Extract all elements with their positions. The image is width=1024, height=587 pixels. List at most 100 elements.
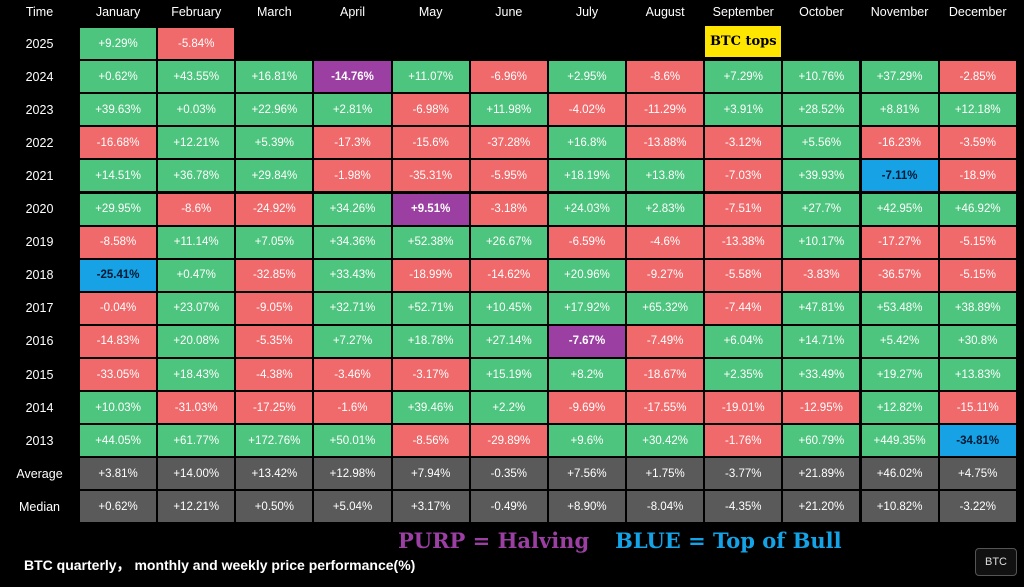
- table-cell: +14.51%: [79, 159, 158, 193]
- table-cell: -32.85%: [235, 258, 314, 292]
- year-label: 2017: [25, 301, 54, 316]
- table-cell: -33.05%: [79, 358, 158, 392]
- table-cell: -17.55%: [626, 391, 705, 425]
- table-cell: -1.98%: [313, 159, 392, 193]
- summary-cell: +8.90%: [547, 490, 627, 524]
- table-cell: +7.05%: [235, 225, 314, 259]
- table-cell: -8.6%: [626, 60, 705, 94]
- month-header: February: [171, 5, 222, 19]
- table-cell: +16.81%: [235, 60, 314, 94]
- table-cell: +44.05%: [79, 424, 158, 458]
- table-cell: -1.6%: [313, 391, 392, 425]
- table-cell: +34.36%: [313, 225, 392, 259]
- table-cell: +0.03%: [157, 93, 236, 127]
- legend-halving: PURP = Halving: [398, 528, 590, 553]
- summary-cell: -3.77%: [704, 457, 783, 491]
- table-cell: -5.58%: [704, 258, 783, 292]
- table-cell: +10.03%: [79, 391, 158, 425]
- summary-cell: +1.75%: [626, 457, 705, 491]
- table-cell: +0.62%: [79, 60, 158, 94]
- table-cell: +52.38%: [391, 225, 470, 259]
- year-label: 2014: [25, 400, 54, 415]
- year-label: 2018: [25, 268, 54, 283]
- table-cell: -8.56%: [391, 424, 470, 458]
- table-cell: +47.81%: [782, 291, 861, 325]
- table-cell: -3.12%: [704, 126, 783, 160]
- summary-cell: +10.82%: [860, 490, 939, 524]
- table-cell: +3.91%: [704, 93, 783, 127]
- table-cell: -17.25%: [235, 391, 314, 425]
- table-cell: +12.82%: [860, 391, 939, 425]
- table-cell: +52.71%: [391, 291, 470, 325]
- table-cell: +8.2%: [547, 358, 627, 392]
- table-cell: +39.93%: [782, 159, 861, 193]
- summary-cell: +7.94%: [391, 457, 470, 491]
- table-cell: +6.04%: [704, 324, 783, 358]
- table-cell: -0.04%: [79, 291, 158, 325]
- month-header: June: [495, 5, 523, 19]
- btc-badge[interactable]: BTC: [975, 548, 1017, 576]
- table-cell: -3.17%: [391, 358, 470, 392]
- summary-cell: +0.62%: [79, 490, 158, 524]
- table-cell: -15.6%: [391, 126, 470, 160]
- table-cell: +12.18%: [938, 93, 1017, 127]
- table-cell: +5.39%: [235, 126, 314, 160]
- table-cell: +33.43%: [313, 258, 392, 292]
- table-cell: +172.76%: [235, 424, 314, 458]
- table-cell: +43.55%: [157, 60, 236, 94]
- table-cell: +2.95%: [547, 60, 627, 94]
- table-cell: -5.15%: [938, 225, 1017, 259]
- year-label: 2020: [25, 202, 54, 217]
- summary-cell: +14.00%: [157, 457, 236, 491]
- table-cell: +19.27%: [860, 358, 939, 392]
- table-cell: +0.47%: [157, 258, 236, 292]
- summary-cell: -4.35%: [704, 490, 783, 524]
- table-cell: -7.11%: [860, 159, 939, 193]
- table-cell: -7.44%: [704, 291, 783, 325]
- table-cell: +15.19%: [469, 358, 548, 392]
- table-cell: -18.67%: [626, 358, 705, 392]
- table-cell: -6.59%: [547, 225, 627, 259]
- month-header: November: [870, 5, 929, 19]
- legend: PURP = Halving BLUE = Top of Bull: [398, 528, 842, 553]
- table-cell: +30.42%: [626, 424, 705, 458]
- table-cell: +42.95%: [860, 192, 939, 226]
- month-header: April: [340, 5, 366, 19]
- table-cell: -2.85%: [938, 60, 1017, 94]
- summary-cell: +46.02%: [860, 457, 939, 491]
- table-cell: -11.29%: [626, 93, 705, 127]
- table-cell: +38.89%: [938, 291, 1017, 325]
- summary-cell: +3.81%: [79, 457, 158, 491]
- table-cell: -14.83%: [79, 324, 158, 358]
- table-cell: +32.71%: [313, 291, 392, 325]
- table-cell: +33.49%: [782, 358, 861, 392]
- summary-cell: +4.75%: [938, 457, 1017, 491]
- table-cell: +5.56%: [782, 126, 861, 160]
- summary-label: Average: [16, 466, 63, 481]
- table-cell: -7.51%: [704, 192, 783, 226]
- table-cell: +9.6%: [547, 424, 627, 458]
- table-cell: +449.35%: [860, 424, 939, 458]
- month-header: May: [418, 5, 443, 19]
- summary-cell: +12.98%: [313, 457, 392, 491]
- year-label: 2022: [25, 135, 54, 150]
- table-cell: +61.77%: [157, 424, 236, 458]
- month-header: December: [948, 5, 1007, 19]
- table-cell: +13.8%: [626, 159, 705, 193]
- table-cell: +65.32%: [626, 291, 705, 325]
- table-cell: +18.19%: [547, 159, 627, 193]
- year-label: 2025: [25, 36, 54, 51]
- table-cell: +7.29%: [704, 60, 783, 94]
- table-cell: +20.96%: [547, 258, 627, 292]
- table-cell: -6.96%: [469, 60, 548, 94]
- table-cell: +36.78%: [157, 159, 236, 193]
- table-cell: -12.95%: [782, 391, 861, 425]
- table-cell: +20.08%: [157, 324, 236, 358]
- table-cell: -14.76%: [313, 60, 392, 94]
- table-cell: +50.01%: [313, 424, 392, 458]
- table-cell: -25.41%: [79, 258, 158, 292]
- table-cell: +23.07%: [157, 291, 236, 325]
- chart-caption: BTC quarterly， monthly and weekly price …: [24, 557, 416, 573]
- table-cell: -5.84%: [157, 27, 236, 61]
- table-cell: -7.03%: [704, 159, 783, 193]
